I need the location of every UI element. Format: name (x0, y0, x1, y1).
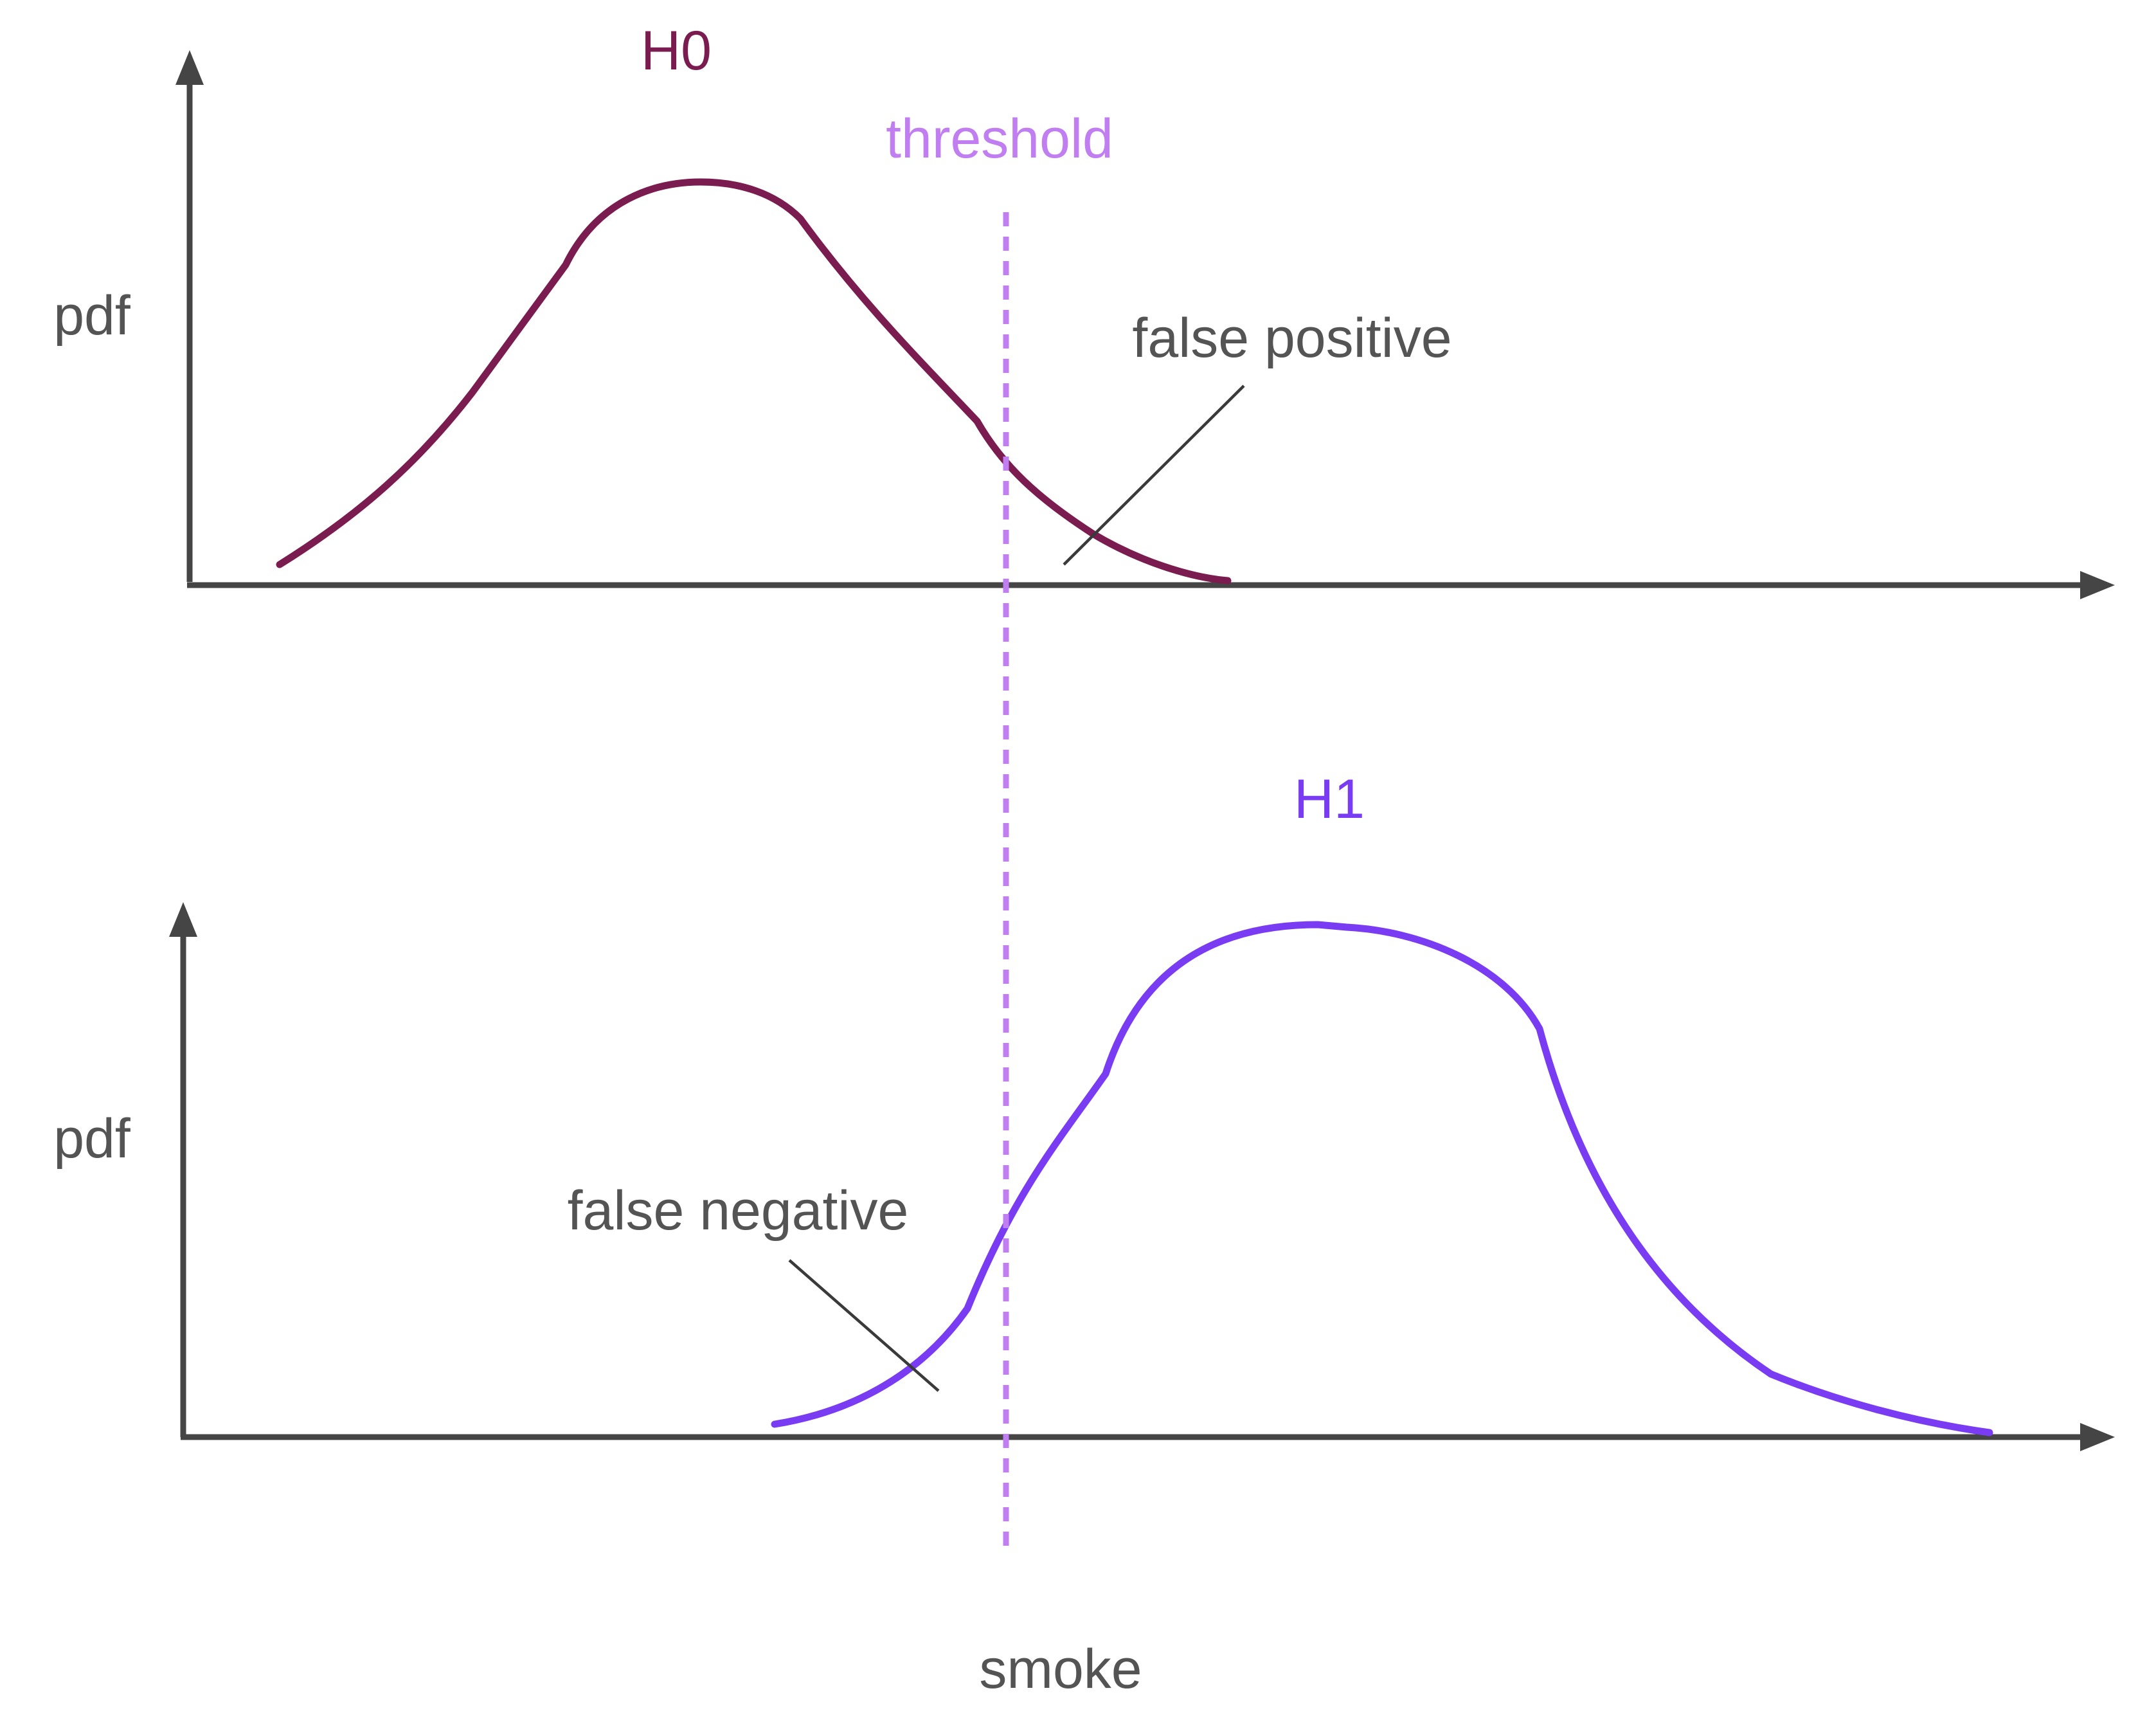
false-positive-pointer (1063, 385, 1245, 566)
h1-label: H1 (1294, 768, 1365, 830)
bottom-y-axis-label: pdf (53, 1108, 131, 1170)
bottom-axes (169, 902, 2115, 1451)
x-axis-label: smoke (979, 1638, 1142, 1700)
top-x-axis-arrow (2080, 571, 2115, 599)
top-axes (175, 50, 2115, 599)
top-y-axis-label: pdf (53, 285, 131, 347)
h0-label: H0 (641, 20, 712, 82)
bottom-y-axis-arrow (169, 902, 197, 937)
false-positive-label: false positive (1132, 307, 1451, 369)
top-y-axis-arrow (175, 50, 204, 85)
false-negative-pointer (788, 1259, 940, 1392)
threshold-label: threshold (886, 108, 1113, 170)
h0-curve (276, 178, 1232, 584)
h1-curve (771, 921, 1993, 1436)
bottom-x-axis-arrow (2080, 1423, 2115, 1451)
false-negative-label: false negative (568, 1180, 909, 1242)
